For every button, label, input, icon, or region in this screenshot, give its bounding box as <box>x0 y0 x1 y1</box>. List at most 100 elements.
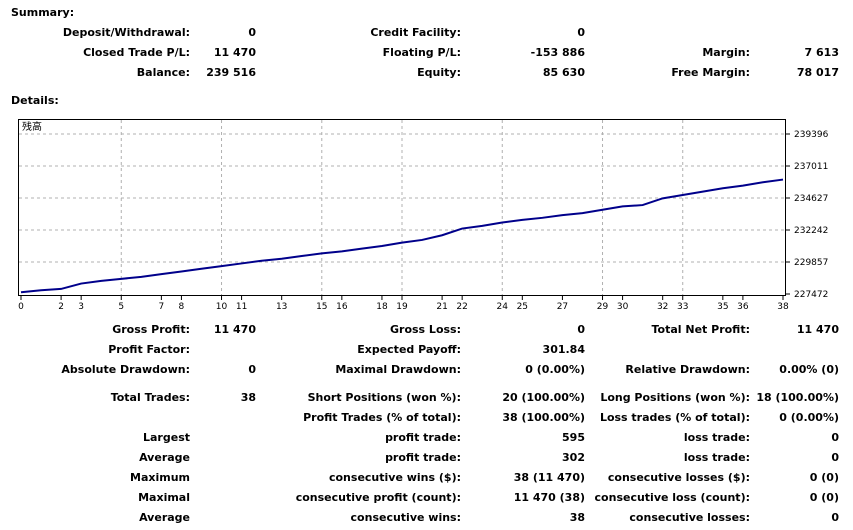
average-loss-value: 0 <box>831 451 839 464</box>
x-tick-label: 38 <box>777 302 789 312</box>
summary-heading: Summary: <box>11 6 75 19</box>
free-margin-label: Free Margin: <box>671 66 750 79</box>
x-tick-label: 3 <box>78 302 84 312</box>
max-profit-value: 11 470 (38) <box>513 491 585 504</box>
total-net-profit-value: 11 470 <box>796 323 839 336</box>
gross-loss-label: Gross Loss: <box>390 323 461 336</box>
avg-losses-value: 0 <box>831 511 839 524</box>
maximal-drawdown-value: 0 (0.00%) <box>525 363 585 376</box>
total-trades-label: Total Trades: <box>110 391 190 404</box>
max-losses-label: consecutive losses ($): <box>607 471 750 484</box>
x-tick-label: 10 <box>216 302 228 312</box>
profit-factor-label: Profit Factor: <box>108 343 190 356</box>
gross-loss-value: 0 <box>577 323 585 336</box>
expected-payoff-value: 301.84 <box>542 343 585 356</box>
x-tick-label: 2 <box>58 302 64 312</box>
short-positions-label: Short Positions (won %): <box>307 391 461 404</box>
floating-pl-label: Floating P/L: <box>382 46 461 59</box>
x-tick-label: 32 <box>657 302 668 312</box>
largest-profit-label: profit trade: <box>385 431 461 444</box>
loss-trades-label: Loss trades (% of total): <box>599 411 750 424</box>
avg-wins-value: 38 <box>569 511 585 524</box>
closed-pl-value: 11 470 <box>213 46 256 59</box>
x-tick-label: 5 <box>118 302 124 312</box>
max-wins-value: 38 (11 470) <box>513 471 585 484</box>
max-wins-label: consecutive wins ($): <box>328 471 461 484</box>
balance-series-line <box>20 178 784 294</box>
details-heading: Details: <box>11 94 59 107</box>
credit-label: Credit Facility: <box>370 26 461 39</box>
avg-losses-label: consecutive losses: <box>629 511 750 524</box>
y-tick-label: 232242 <box>794 226 828 236</box>
max-losses-value: 0 (0) <box>809 471 839 484</box>
long-positions-value: 18 (100.00%) <box>756 391 839 404</box>
y-tick-label: 229857 <box>794 258 828 268</box>
long-positions-label: Long Positions (won %): <box>600 391 750 404</box>
y-tick-label: 227472 <box>794 290 828 300</box>
x-tick-label: 19 <box>396 302 408 312</box>
short-positions-value: 20 (100.00%) <box>502 391 585 404</box>
maximum-label: Maximum <box>130 471 190 484</box>
max-loss-label: consecutive loss (count): <box>594 491 750 504</box>
largest-label: Largest <box>143 431 190 444</box>
x-tick-label: 13 <box>276 302 287 312</box>
profit-trades-value: 38 (100.00%) <box>502 411 585 424</box>
equity-label: Equity: <box>417 66 461 79</box>
average-profit-value: 302 <box>562 451 585 464</box>
deposit-value: 0 <box>248 26 256 39</box>
margin-value: 7 613 <box>804 46 839 59</box>
x-tick-label: 29 <box>597 302 609 312</box>
largest-profit-value: 595 <box>562 431 585 444</box>
y-tick-label: 239396 <box>794 130 829 140</box>
balance-value: 239 516 <box>206 66 256 79</box>
x-tick-label: 7 <box>159 302 165 312</box>
equity-value: 85 630 <box>542 66 585 79</box>
maximal-drawdown-label: Maximal Drawdown: <box>335 363 461 376</box>
chart-title: 残高 <box>22 122 42 133</box>
x-tick-label: 36 <box>737 302 749 312</box>
avg-wins-label: consecutive wins: <box>350 511 461 524</box>
deposit-label: Deposit/Withdrawal: <box>62 26 190 39</box>
x-tick-label: 16 <box>336 302 348 312</box>
absolute-drawdown-value: 0 <box>248 363 256 376</box>
average-label: Average <box>139 451 190 464</box>
x-tick-label: 11 <box>236 302 247 312</box>
x-tick-label: 15 <box>316 302 327 312</box>
maximal-label: Maximal <box>138 491 190 504</box>
x-tick-label: 0 <box>18 302 24 312</box>
x-tick-label: 24 <box>497 302 509 312</box>
max-loss-value: 0 (0) <box>809 491 839 504</box>
free-margin-value: 78 017 <box>796 66 839 79</box>
y-tick-label: 234627 <box>794 194 828 204</box>
average2-label: Average <box>139 511 190 524</box>
largest-loss-label: loss trade: <box>683 431 750 444</box>
largest-loss-value: 0 <box>831 431 839 444</box>
average-profit-label: profit trade: <box>385 451 461 464</box>
profit-trades-label: Profit Trades (% of total): <box>303 411 461 424</box>
closed-pl-label: Closed Trade P/L: <box>83 46 190 59</box>
average-loss-label: loss trade: <box>683 451 750 464</box>
x-tick-label: 18 <box>376 302 388 312</box>
x-tick-label: 8 <box>179 302 185 312</box>
x-tick-label: 25 <box>517 302 528 312</box>
total-trades-value: 38 <box>240 391 256 404</box>
total-net-profit-label: Total Net Profit: <box>651 323 751 336</box>
expected-payoff-label: Expected Payoff: <box>357 343 461 356</box>
x-tick-label: 30 <box>617 302 629 312</box>
margin-label: Margin: <box>702 46 750 59</box>
x-tick-label: 27 <box>557 302 568 312</box>
x-tick-label: 21 <box>436 302 447 312</box>
y-tick-label: 237011 <box>794 162 828 172</box>
relative-drawdown-label: Relative Drawdown: <box>625 363 750 376</box>
x-tick-label: 33 <box>677 302 688 312</box>
gross-profit-value: 11 470 <box>213 323 256 336</box>
absolute-drawdown-label: Absolute Drawdown: <box>61 363 190 376</box>
x-tick-label: 22 <box>456 302 467 312</box>
x-tick-label: 35 <box>717 302 728 312</box>
max-profit-label: consecutive profit (count): <box>295 491 461 504</box>
floating-pl-value: -153 886 <box>530 46 585 59</box>
relative-drawdown-value: 0.00% (0) <box>779 363 839 376</box>
loss-trades-value: 0 (0.00%) <box>779 411 839 424</box>
balance-label: Balance: <box>136 66 190 79</box>
